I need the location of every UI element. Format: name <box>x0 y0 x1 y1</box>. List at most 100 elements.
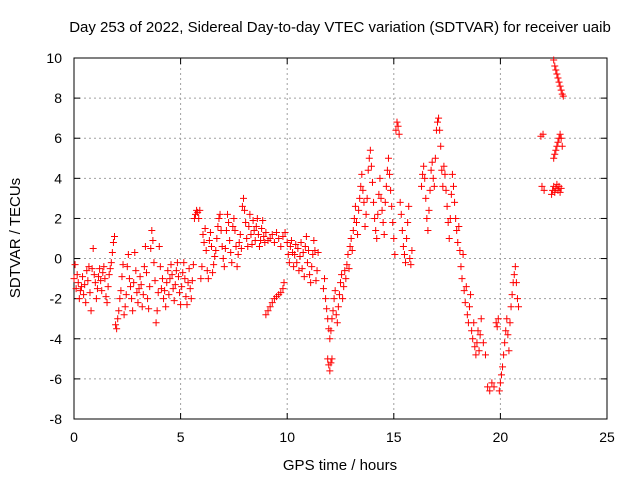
data-point <box>291 251 299 259</box>
data-point <box>162 303 170 311</box>
data-point <box>312 277 320 285</box>
data-point <box>399 243 407 251</box>
data-point <box>327 359 335 367</box>
data-point <box>408 247 416 255</box>
data-point <box>229 222 237 230</box>
data-point <box>236 230 244 238</box>
data-point <box>447 190 455 198</box>
data-point <box>444 218 452 226</box>
data-point <box>241 206 249 214</box>
data-point <box>140 263 148 271</box>
data-point <box>430 182 438 190</box>
data-point <box>381 198 389 206</box>
data-point <box>210 261 218 269</box>
data-point <box>156 263 164 271</box>
data-point <box>228 259 236 267</box>
data-point <box>484 383 492 391</box>
data-point <box>422 194 430 202</box>
x-tick-label: 25 <box>599 429 615 445</box>
data-point <box>557 86 565 94</box>
data-point <box>292 241 300 249</box>
data-point <box>204 275 212 283</box>
data-point <box>153 307 161 315</box>
data-point <box>74 279 82 287</box>
data-point <box>250 226 258 234</box>
data-point <box>134 299 142 307</box>
data-point <box>72 285 80 293</box>
data-point <box>71 261 79 269</box>
data-point <box>313 267 321 275</box>
data-point <box>337 279 344 287</box>
data-point <box>150 259 158 267</box>
data-point <box>70 275 78 283</box>
data-point <box>390 235 398 242</box>
data-point <box>553 70 561 78</box>
data-point <box>211 253 219 261</box>
data-point <box>97 277 105 285</box>
data-point <box>242 218 250 226</box>
data-point <box>384 154 392 162</box>
data-point <box>255 243 263 251</box>
data-point <box>106 265 114 273</box>
data-point <box>300 273 308 281</box>
data-point <box>297 239 305 247</box>
data-point <box>496 379 504 387</box>
data-point <box>149 237 157 245</box>
grid <box>74 58 607 419</box>
data-point <box>235 239 243 247</box>
data-point <box>198 263 206 271</box>
data-point <box>423 214 431 222</box>
data-point <box>148 226 156 234</box>
data-point <box>386 170 394 178</box>
data-point <box>100 263 108 271</box>
data-point <box>81 281 89 289</box>
x-tick-label: 20 <box>493 429 509 445</box>
data-point <box>307 279 315 287</box>
data-point <box>467 291 475 299</box>
data-point <box>329 307 337 315</box>
data-point <box>168 271 176 279</box>
data-points <box>70 56 567 395</box>
data-point <box>359 186 367 194</box>
data-point <box>365 154 373 162</box>
x-tick-label: 0 <box>70 429 78 445</box>
data-point <box>503 315 511 323</box>
data-point <box>224 210 232 218</box>
data-point <box>252 222 260 230</box>
data-point <box>319 285 327 293</box>
data-point <box>277 289 285 297</box>
data-point <box>448 170 456 178</box>
data-point <box>268 299 276 307</box>
data-point <box>512 279 520 287</box>
data-point <box>465 303 473 311</box>
data-point <box>214 222 222 230</box>
data-point <box>375 190 383 198</box>
data-point <box>424 226 432 234</box>
data-point <box>82 299 90 307</box>
data-point <box>186 285 194 293</box>
data-point <box>419 170 427 178</box>
data-point <box>355 206 363 214</box>
data-point <box>395 130 403 138</box>
data-point <box>383 166 391 174</box>
data-point <box>508 291 516 299</box>
data-point <box>80 291 88 299</box>
data-point <box>458 275 466 283</box>
y-tick-label: 6 <box>54 130 62 146</box>
data-point <box>459 251 467 259</box>
data-point <box>132 267 140 275</box>
data-point <box>539 130 547 138</box>
data-point <box>406 255 414 263</box>
data-point <box>290 263 298 271</box>
data-point <box>330 295 338 303</box>
data-point <box>314 249 322 257</box>
data-point <box>95 273 103 281</box>
data-point <box>380 230 388 238</box>
data-point <box>454 239 462 247</box>
data-point <box>397 210 405 218</box>
data-point <box>130 279 138 287</box>
data-point <box>154 289 162 297</box>
x-tick-label: 5 <box>177 429 185 445</box>
data-point <box>361 222 369 230</box>
